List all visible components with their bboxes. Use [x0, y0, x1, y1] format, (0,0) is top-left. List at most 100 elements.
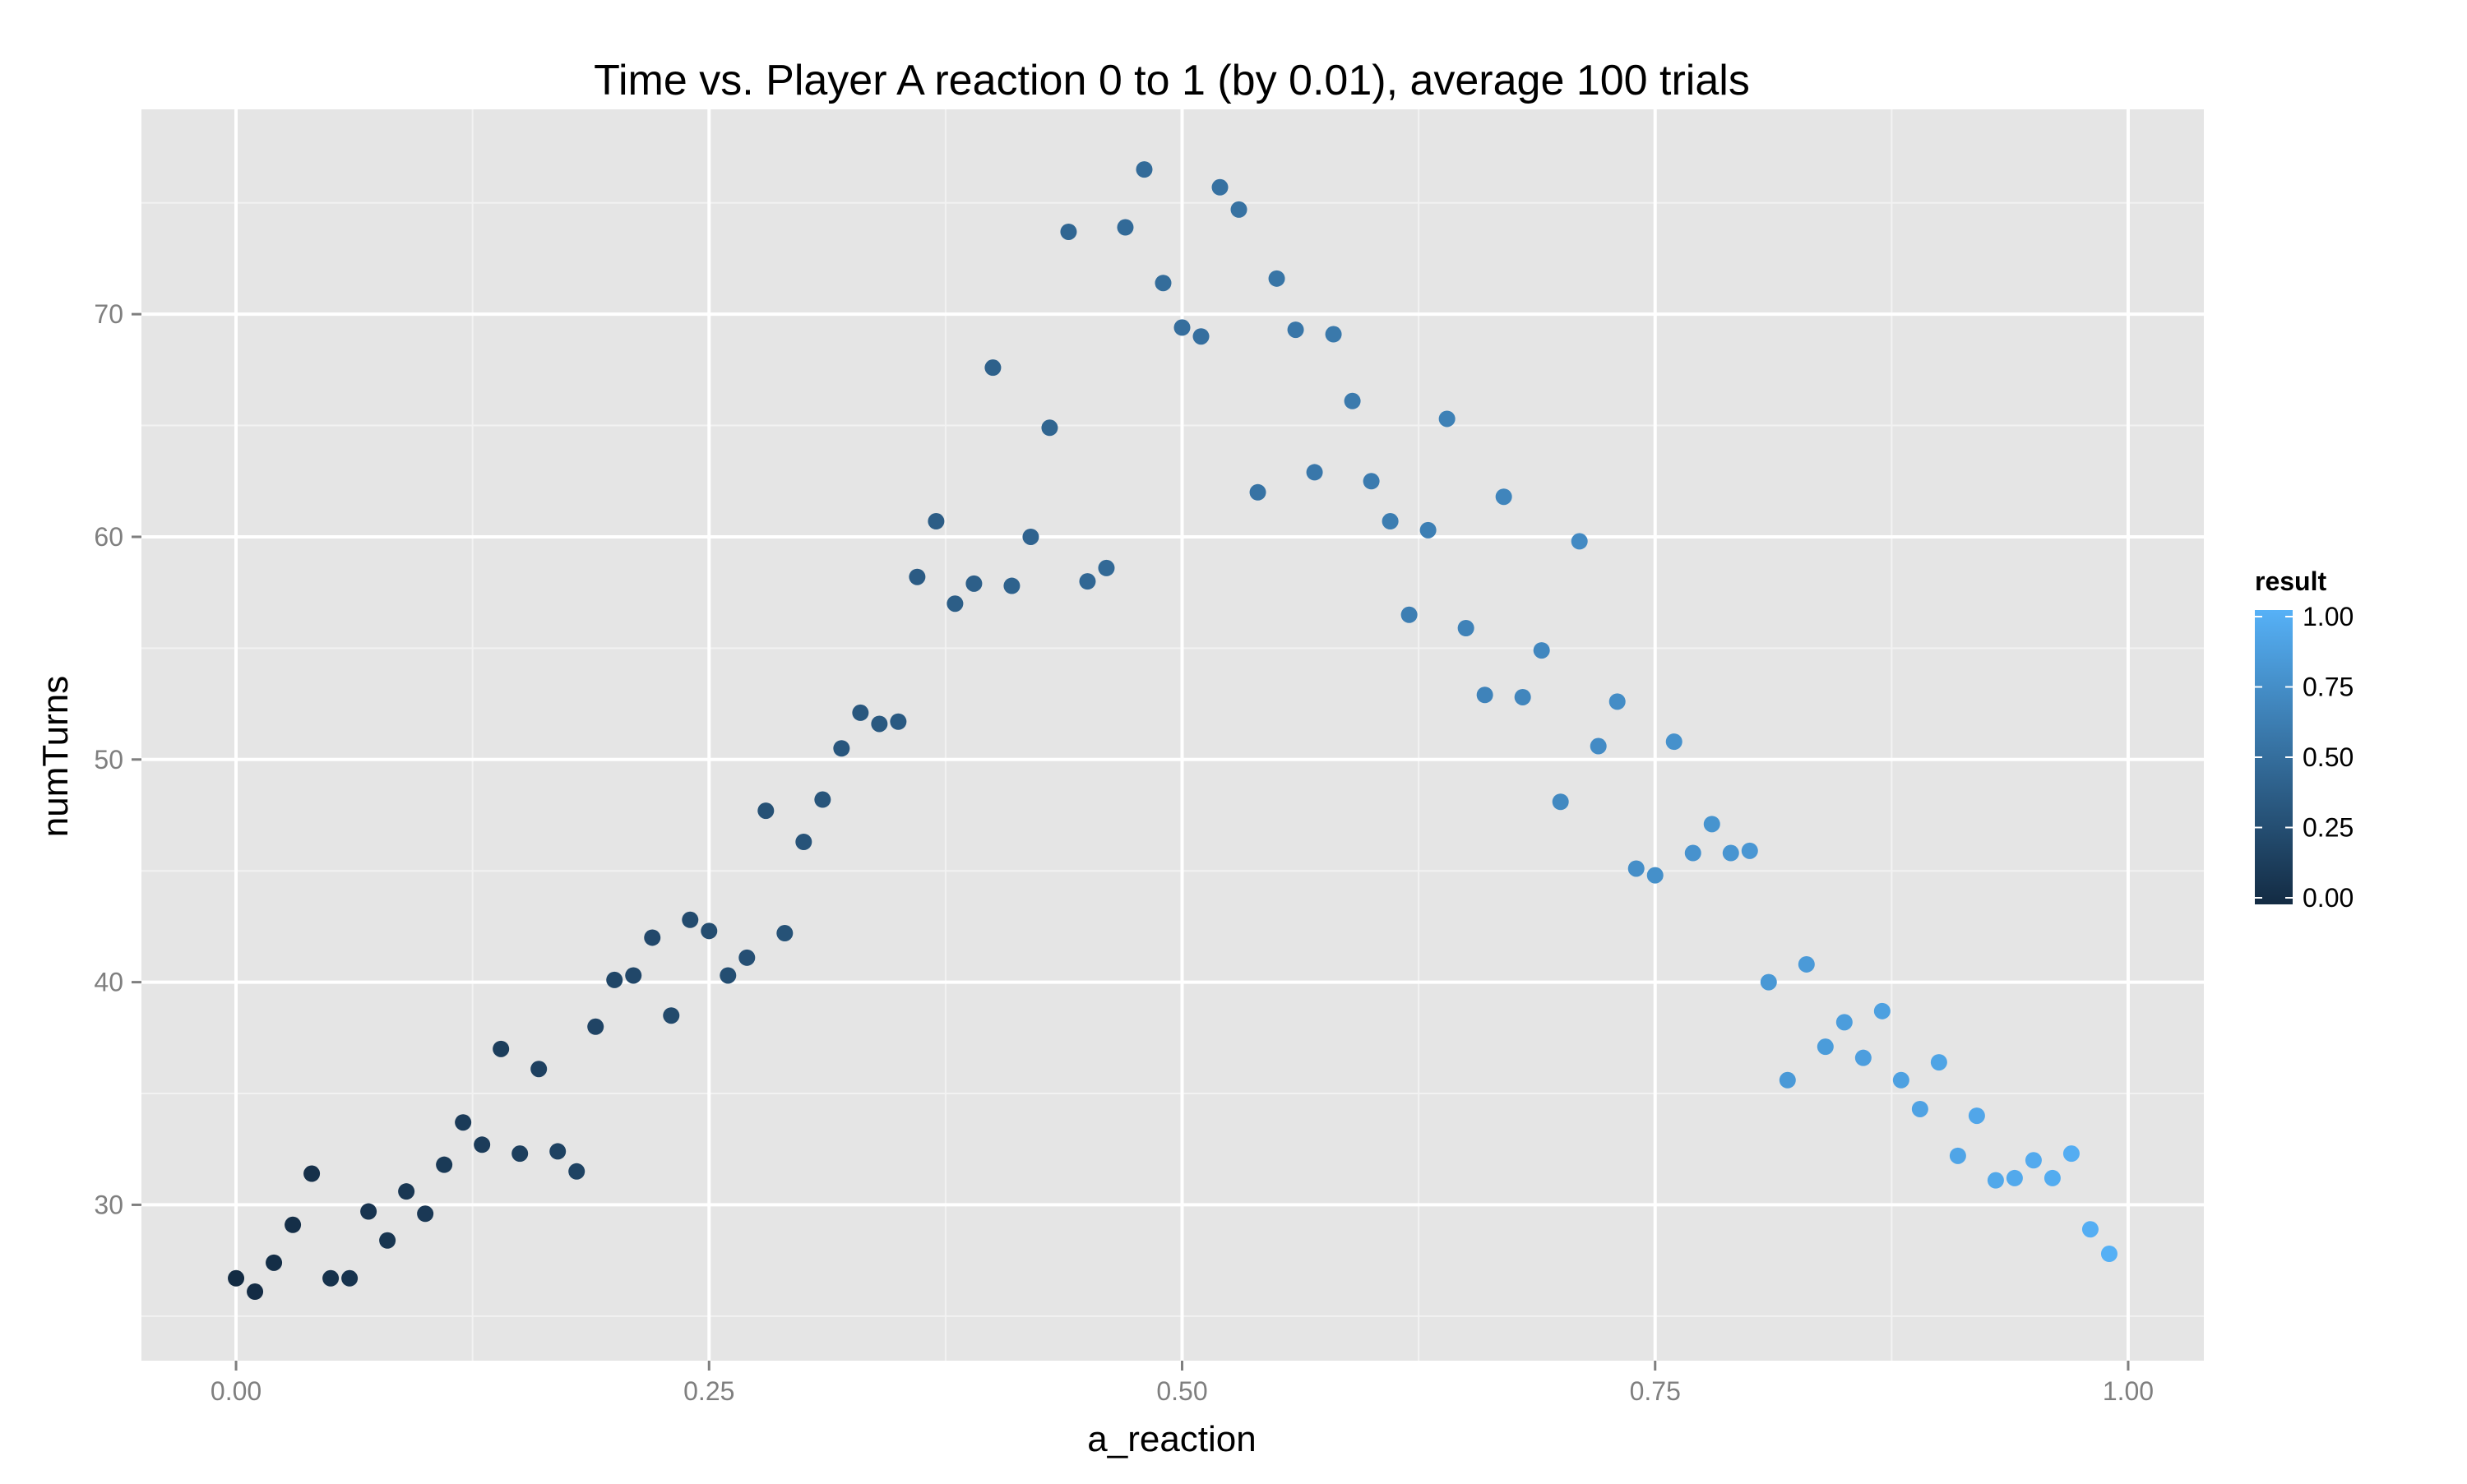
data-point: [1231, 201, 1247, 218]
data-point: [909, 569, 925, 585]
y-tick-label: 50: [94, 745, 123, 774]
y-tick-label: 60: [94, 522, 123, 552]
data-point: [474, 1136, 490, 1153]
data-point: [1420, 522, 1437, 539]
data-point: [1345, 393, 1361, 409]
data-point: [1041, 419, 1058, 436]
data-point: [1817, 1038, 1834, 1055]
data-point: [1269, 270, 1285, 287]
data-point: [1912, 1101, 1928, 1117]
data-point: [2063, 1145, 2080, 1162]
y-tick-label: 40: [94, 968, 123, 997]
data-point: [1212, 179, 1229, 196]
data-point: [2025, 1152, 2042, 1168]
data-point: [1761, 974, 1777, 991]
data-point: [984, 359, 1001, 376]
data-point: [1439, 410, 1456, 427]
data-point: [1893, 1072, 1909, 1089]
data-point: [776, 925, 793, 941]
data-point: [322, 1270, 339, 1287]
legend-label: 0.00: [2303, 883, 2354, 913]
chart-title: Time vs. Player A reaction 0 to 1 (by 0.…: [594, 57, 1750, 104]
data-point: [341, 1270, 358, 1287]
data-point: [1098, 560, 1114, 576]
data-point: [247, 1283, 263, 1300]
data-point: [871, 715, 887, 732]
data-point: [1117, 220, 1133, 236]
data-point: [493, 1041, 509, 1057]
data-point: [1401, 607, 1418, 623]
data-point: [1723, 845, 1739, 862]
data-point: [266, 1255, 282, 1271]
data-point: [890, 714, 906, 730]
data-point: [852, 705, 868, 721]
x-tick-label: 0.00: [211, 1376, 262, 1406]
data-point: [1458, 620, 1474, 636]
x-tick-label: 0.50: [1156, 1376, 1207, 1406]
data-point: [1628, 860, 1645, 876]
data-point: [1780, 1072, 1796, 1089]
data-point: [1836, 1014, 1853, 1030]
data-point: [1704, 816, 1720, 832]
data-point: [1571, 533, 1588, 549]
data-point: [549, 1143, 566, 1159]
data-point: [1193, 328, 1210, 344]
data-point: [587, 1019, 604, 1035]
data-point: [2006, 1170, 2023, 1186]
data-point: [303, 1166, 320, 1182]
data-point: [682, 912, 698, 928]
legend-label: 1.00: [2303, 602, 2354, 631]
y-tick-label: 70: [94, 299, 123, 329]
data-point: [1685, 845, 1701, 862]
y-axis-title: numTurns: [35, 676, 76, 837]
data-point: [530, 1061, 547, 1077]
data-point: [1647, 867, 1664, 884]
plot-panel: [141, 109, 2204, 1361]
data-point: [701, 922, 717, 939]
data-point: [285, 1217, 301, 1233]
data-point: [1798, 956, 1815, 973]
data-point: [814, 792, 831, 808]
data-point: [1174, 319, 1191, 335]
data-point: [947, 595, 963, 612]
data-point: [833, 740, 849, 756]
data-point: [663, 1007, 679, 1024]
data-point: [1079, 573, 1095, 589]
data-point: [1931, 1054, 1947, 1070]
legend-label: 0.75: [2303, 673, 2354, 702]
data-point: [2101, 1246, 2118, 1262]
data-point: [1742, 843, 1758, 859]
data-point: [2044, 1170, 2061, 1186]
data-point: [738, 950, 755, 966]
legend-label: 0.25: [2303, 813, 2354, 843]
data-point: [455, 1114, 471, 1130]
data-point: [436, 1157, 452, 1173]
data-point: [1155, 275, 1171, 291]
data-point: [568, 1163, 585, 1180]
data-point: [511, 1145, 528, 1162]
x-axis-title: a_reaction: [1087, 1419, 1256, 1459]
data-point: [1382, 513, 1399, 529]
data-point: [606, 972, 623, 988]
legend-title: result: [2255, 566, 2326, 596]
data-point: [1553, 793, 1569, 810]
data-point: [1136, 161, 1152, 178]
data-point: [1534, 642, 1550, 659]
data-point: [965, 576, 982, 592]
x-tick-label: 1.00: [2103, 1376, 2154, 1406]
data-point: [1666, 733, 1682, 750]
data-point: [1950, 1148, 1966, 1164]
data-point: [1363, 473, 1380, 489]
data-point: [1288, 321, 1304, 338]
data-point: [1250, 484, 1266, 501]
legend-label: 0.50: [2303, 742, 2354, 772]
data-point: [417, 1205, 433, 1222]
data-point: [1326, 326, 1342, 343]
data-point: [625, 967, 641, 983]
data-point: [795, 834, 812, 850]
data-point: [379, 1232, 396, 1249]
data-point: [1022, 529, 1039, 545]
data-point: [928, 513, 944, 529]
